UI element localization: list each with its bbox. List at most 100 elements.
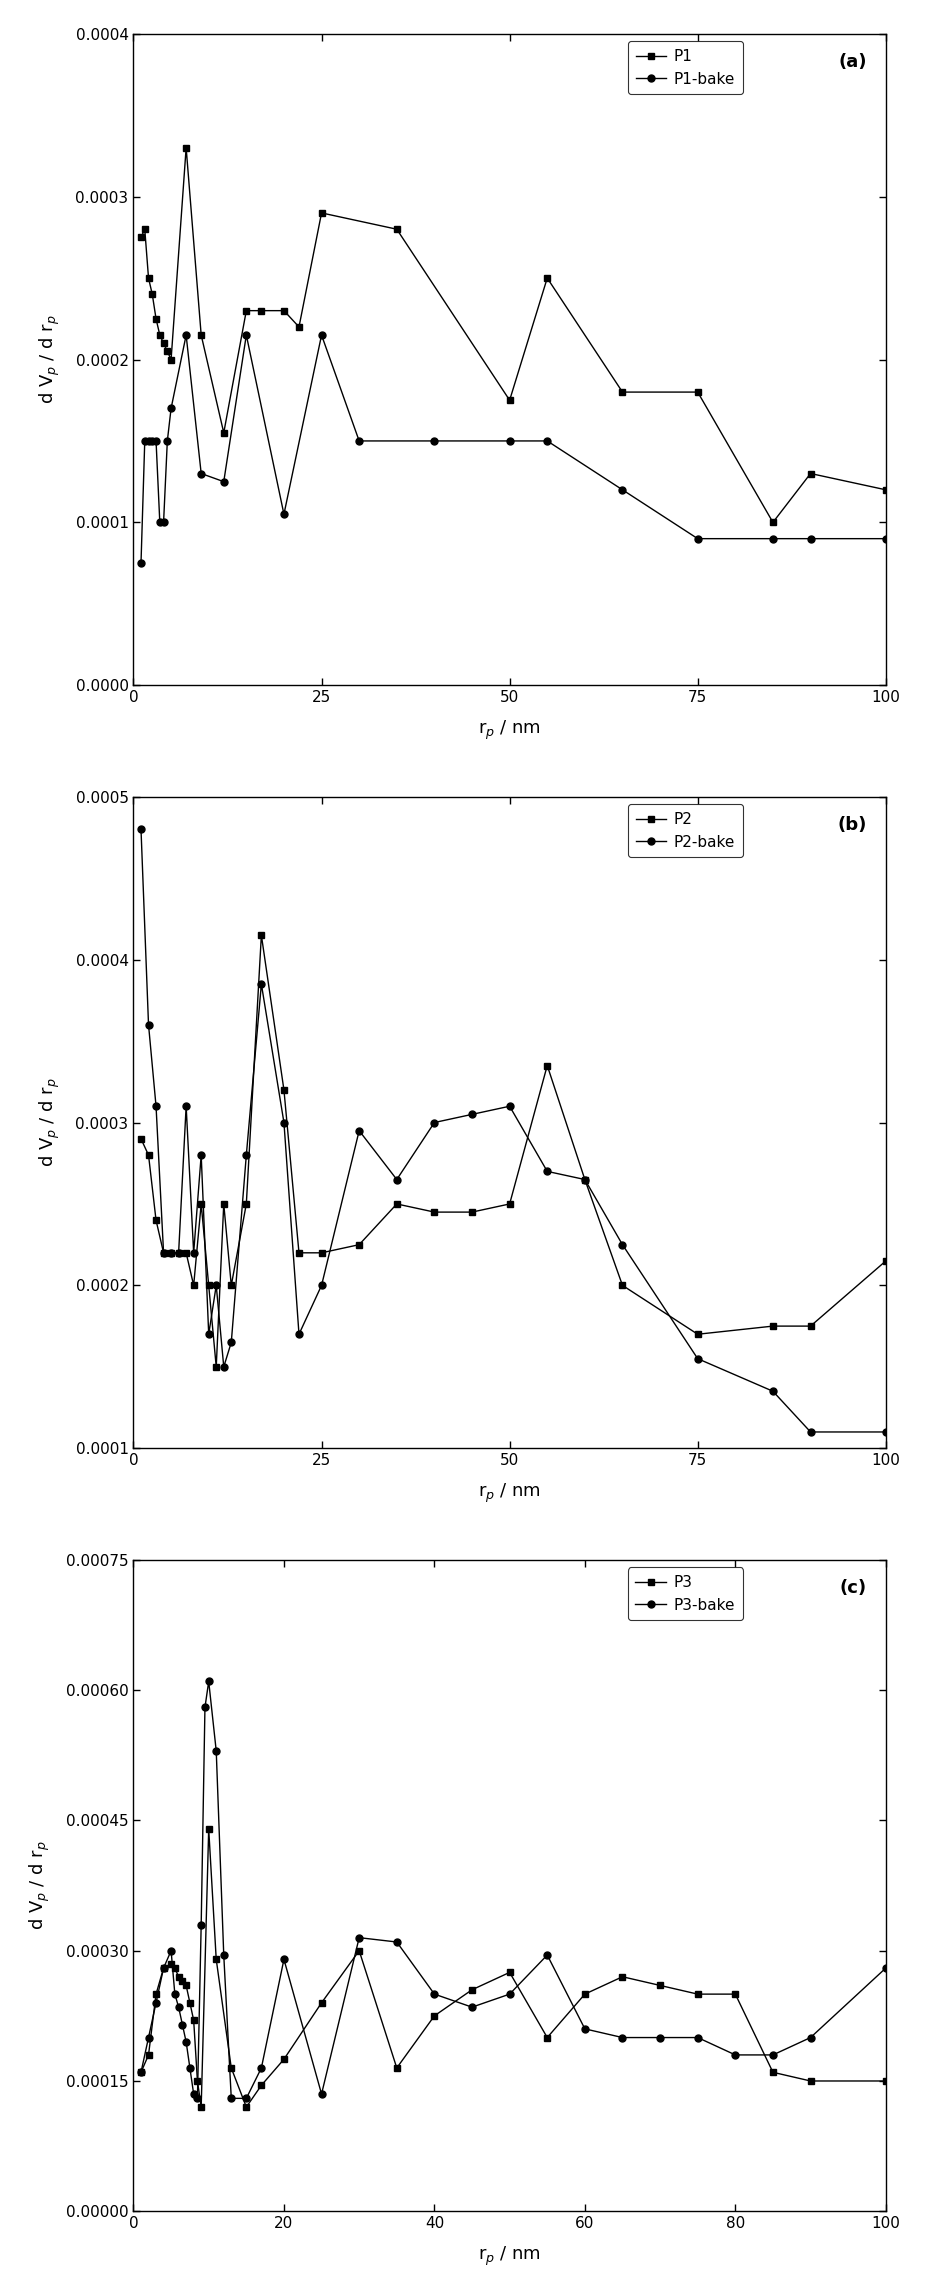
- P2-bake: [278, 1109, 289, 1137]
- P1: [165, 347, 176, 374]
- P1-bake: [139, 427, 150, 455]
- Legend: P3, P3-bake: P3, P3-bake: [627, 1568, 742, 1621]
- P2-bake: [158, 1240, 169, 1267]
- P3: [654, 1972, 665, 2000]
- P3-bake: [391, 1929, 402, 1956]
- P3: [188, 2007, 199, 2034]
- P1: [154, 321, 165, 349]
- P3: [196, 2094, 207, 2122]
- P2: [503, 1189, 514, 1217]
- P2-bake: [172, 1240, 184, 1267]
- P3: [184, 1988, 196, 2016]
- P3-bake: [804, 2023, 815, 2050]
- P3: [316, 1988, 327, 2016]
- P2-bake: [767, 1378, 778, 1405]
- P3-bake: [729, 2041, 740, 2069]
- P1-bake: [692, 526, 703, 553]
- P3-bake: [188, 2080, 199, 2108]
- P2: [225, 1272, 236, 1300]
- P2-bake: [240, 1141, 251, 1169]
- P3-bake: [199, 1694, 210, 1722]
- P1: [218, 418, 229, 445]
- P1: [293, 312, 304, 340]
- P1: [139, 216, 150, 243]
- P2-bake: [353, 1116, 364, 1143]
- Line: P1-bake: P1-bake: [137, 331, 888, 567]
- Line: P2-bake: P2-bake: [137, 827, 888, 1435]
- P2-bake: [165, 1240, 176, 1267]
- P1: [692, 379, 703, 406]
- P1-bake: [165, 395, 176, 422]
- P1: [767, 510, 778, 537]
- P2: [150, 1205, 161, 1233]
- P2: [466, 1199, 477, 1226]
- P3: [177, 1968, 188, 1995]
- P2-bake: [181, 1093, 192, 1120]
- P1-bake: [353, 427, 364, 455]
- Line: P3: P3: [137, 1825, 888, 2110]
- P2: [218, 1189, 229, 1217]
- P3-bake: [225, 2085, 236, 2112]
- X-axis label: r$_p$ / nm: r$_p$ / nm: [477, 2245, 540, 2268]
- P3-bake: [767, 2041, 778, 2069]
- P3: [240, 2094, 251, 2122]
- P1: [256, 296, 267, 324]
- P1-bake: [880, 526, 891, 553]
- P2: [880, 1247, 891, 1274]
- P3: [503, 1958, 514, 1986]
- P1: [161, 338, 172, 365]
- P2: [767, 1313, 778, 1341]
- P3-bake: [654, 2023, 665, 2050]
- P3: [256, 2071, 267, 2099]
- P2-bake: [293, 1320, 304, 1348]
- Text: (a): (a): [838, 53, 866, 71]
- X-axis label: r$_p$ / nm: r$_p$ / nm: [477, 1481, 540, 1506]
- P3-bake: [353, 1924, 364, 1952]
- P1-bake: [135, 549, 146, 576]
- P2-bake: [804, 1419, 815, 1446]
- P1: [143, 264, 154, 292]
- P2-bake: [880, 1419, 891, 1446]
- P3-bake: [169, 1981, 180, 2009]
- P3: [466, 1977, 477, 2004]
- Line: P1: P1: [137, 145, 888, 526]
- Text: (c): (c): [839, 1580, 866, 1598]
- P2: [616, 1272, 628, 1300]
- P2: [428, 1199, 439, 1226]
- P3: [767, 2060, 778, 2087]
- P1-bake: [804, 526, 815, 553]
- P3: [158, 1954, 169, 1981]
- P2-bake: [218, 1352, 229, 1380]
- P2: [391, 1189, 402, 1217]
- P3: [616, 1963, 628, 1991]
- P1: [181, 133, 192, 161]
- P2: [188, 1272, 199, 1300]
- P3-bake: [177, 2011, 188, 2039]
- P3-bake: [143, 2023, 154, 2050]
- P3-bake: [541, 1940, 552, 1968]
- P1: [278, 296, 289, 324]
- P2-bake: [188, 1240, 199, 1267]
- P1-bake: [146, 427, 158, 455]
- P3: [143, 2041, 154, 2069]
- P2-bake: [541, 1157, 552, 1185]
- P3-bake: [181, 2027, 192, 2055]
- P3-bake: [218, 1940, 229, 1968]
- P2: [541, 1052, 552, 1079]
- P3: [210, 1945, 222, 1972]
- P3: [169, 1954, 180, 1981]
- Y-axis label: d V$_p$ / d r$_p$: d V$_p$ / d r$_p$: [37, 1077, 61, 1166]
- P2: [196, 1189, 207, 1217]
- P2-bake: [316, 1272, 327, 1300]
- P3-bake: [184, 2055, 196, 2082]
- P2-bake: [135, 815, 146, 843]
- P2: [316, 1240, 327, 1267]
- P1-bake: [218, 468, 229, 496]
- P3-bake: [880, 1954, 891, 1981]
- P1-bake: [158, 510, 169, 537]
- P3: [192, 2066, 203, 2094]
- P3: [353, 1938, 364, 1965]
- P3: [278, 2046, 289, 2073]
- Text: (b): (b): [837, 817, 866, 833]
- P1: [503, 386, 514, 413]
